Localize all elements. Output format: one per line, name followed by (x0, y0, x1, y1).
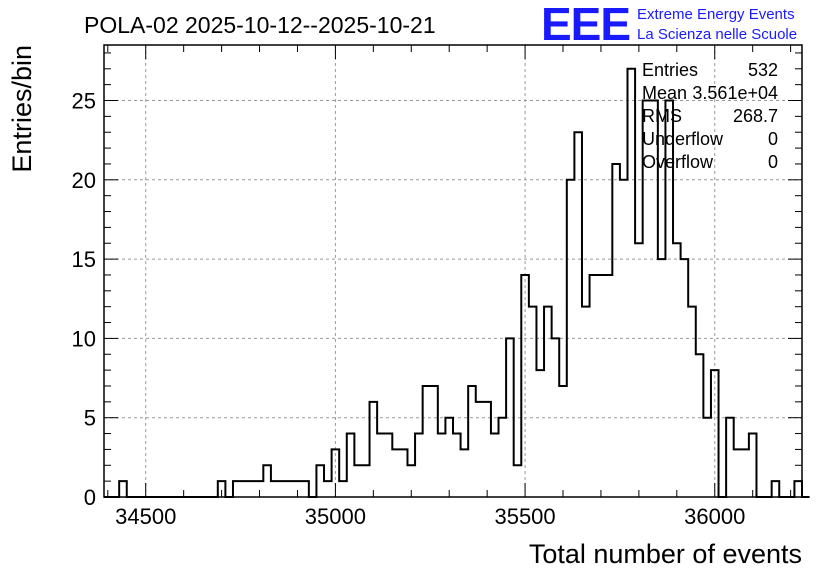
y-axis-label: Entries/bin (7, 45, 37, 173)
stats-value: 532 (748, 60, 778, 80)
stats-value: 268.7 (733, 106, 778, 126)
logo-line-1: Extreme Energy Events (637, 6, 795, 23)
tick-labels: 34500 35000 35500 36000 0 5 10 15 20 25 (72, 89, 746, 529)
stats-label: Entries (642, 60, 698, 80)
x-tick-label: 34500 (115, 504, 176, 529)
x-tick-label: 36000 (684, 504, 745, 529)
chart-title: POLA-02 2025-10-12--2025-10-21 (84, 12, 436, 38)
stats-label: Overflow (642, 152, 714, 172)
x-tick-label: 35500 (494, 504, 555, 529)
stats-label: Mean (642, 83, 687, 103)
y-tick-label: 25 (72, 89, 96, 114)
stats-label: Underflow (642, 129, 724, 149)
y-tick-label: 5 (84, 406, 96, 431)
y-tick-label: 10 (72, 326, 96, 351)
y-tick-label: 0 (84, 485, 96, 510)
stats-value: 0 (768, 152, 778, 172)
logo-line-2: La Scienza nelle Scuole (637, 26, 797, 43)
plot-frame (103, 44, 803, 498)
y-tick-label: 15 (72, 247, 96, 272)
stats-label: RMS (642, 106, 682, 126)
x-tick-label: 35000 (305, 504, 366, 529)
y-tick-label: 20 (72, 168, 96, 193)
stats-box: Entries 532 Mean 3.561e+04 RMS 268.7 Underflow… (642, 60, 778, 172)
eee-logo: EEE Extreme Energy Events La Scienza nel… (541, 0, 797, 50)
stats-value: 3.561e+04 (692, 83, 778, 103)
axis-ticks (104, 45, 802, 498)
eee-logo-mark: EEE (541, 0, 630, 50)
histogram-series-line (104, 67, 810, 498)
stats-value: 0 (768, 129, 778, 149)
x-axis-label: Total number of events (529, 539, 802, 569)
